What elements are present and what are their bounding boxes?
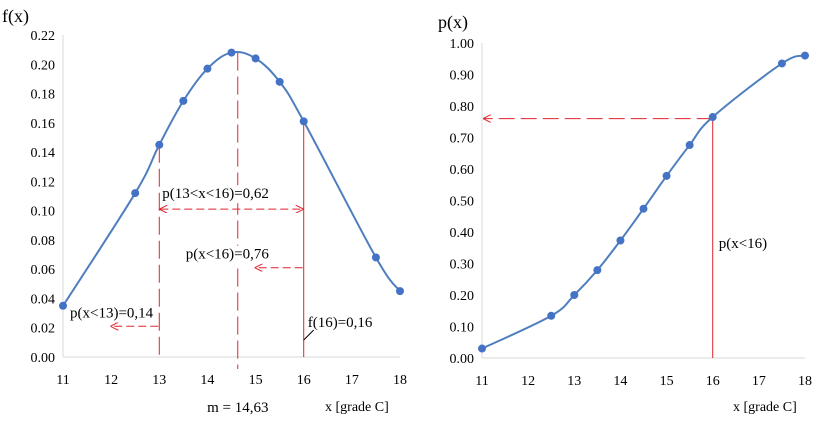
series-marker	[662, 171, 671, 180]
y-tick-label: 0.30	[450, 258, 475, 273]
x-tick-label: 17	[752, 374, 766, 389]
series-marker	[131, 189, 140, 198]
series-marker	[801, 51, 809, 60]
cumulative-series-markers	[478, 51, 809, 353]
cumulative-x-axis-title: x [grade C]	[733, 400, 797, 415]
y-tick-label: 0.18	[31, 88, 56, 103]
series-marker	[227, 48, 236, 57]
density-x-tick-labels: 11 12 13 14 15 16 17 18	[56, 373, 407, 388]
x-tick-label: 16	[297, 373, 311, 388]
series-marker	[299, 117, 308, 126]
x-tick-label: 17	[345, 373, 359, 388]
x-tick-label: 16	[706, 374, 720, 389]
series-marker	[639, 204, 648, 213]
p-lt13-label: p(x<13)=0,14	[70, 305, 154, 321]
cumulative-y-axis-title: p(x)	[438, 12, 468, 33]
y-tick-label: 0.10	[31, 205, 56, 220]
p-lt16-label-bg	[183, 245, 272, 264]
y-tick-label: 0.08	[31, 234, 56, 249]
density-x-axis-title: x [grade C]	[325, 400, 389, 415]
y-tick-label: 0.16	[31, 117, 56, 132]
density-annotations: p(13<x<16)=0,62 p(x<16)=0,76 p(x<13)=0,1…	[68, 185, 373, 416]
y-tick-label: 0.00	[450, 352, 475, 367]
p-lt13-label-bg	[68, 304, 156, 323]
f16-leader-line	[303, 329, 315, 341]
y-tick-label: 0.60	[450, 163, 475, 178]
series-marker	[179, 96, 188, 105]
cumulative-annotations: p(x<16)	[716, 234, 770, 253]
p-13-16-label-bg	[160, 185, 271, 204]
cumulative-series-line	[481, 54, 806, 350]
y-tick-label: 0.22	[31, 29, 56, 44]
series-marker	[275, 77, 284, 86]
x-tick-label: 13	[152, 373, 166, 388]
density-series-markers	[59, 48, 404, 310]
x-tick-label: 11	[475, 374, 488, 389]
y-tick-label: 0.04	[31, 292, 56, 307]
x-tick-label: 14	[200, 373, 214, 388]
series-marker	[396, 287, 404, 296]
series-marker	[570, 291, 579, 299]
y-tick-label: 0.10	[450, 321, 475, 336]
f16-label: f(16)=0,16	[308, 315, 373, 331]
y-tick-label: 0.06	[31, 263, 56, 278]
series-marker	[251, 54, 260, 63]
x-tick-label: 18	[798, 374, 812, 389]
series-marker	[371, 253, 380, 262]
x-tick-label: 18	[393, 373, 407, 388]
p-lt16-label: p(x<16)	[719, 236, 767, 252]
cumulative-chart: 0.00 0.10 0.20 0.30 0.40 0.50 0.60 0.70 0.80 0.90…	[438, 12, 812, 415]
y-tick-label: 0.20	[450, 289, 475, 304]
x-tick-label: 15	[660, 374, 674, 389]
series-marker	[616, 236, 625, 245]
y-tick-label: 0.90	[450, 69, 475, 84]
y-tick-label: 0.14	[31, 146, 56, 161]
y-tick-label: 0.80	[450, 100, 475, 115]
series-marker	[59, 301, 67, 310]
cumulative-x-tick-labels: 11 12 13 14 15 16 17 18	[475, 374, 812, 389]
series-marker	[708, 113, 717, 122]
x-tick-label: 15	[249, 373, 263, 388]
density-chart: 0.00 0.02 0.04 0.06 0.08 0.10 0.12 0.14 0.16 0.18…	[2, 6, 407, 416]
series-marker	[478, 344, 486, 353]
y-tick-label: 0.00	[31, 351, 56, 366]
x-tick-label: 11	[56, 373, 69, 388]
series-marker	[685, 141, 694, 150]
p-lt16-label: p(x<16)=0,76	[186, 247, 270, 263]
series-marker	[547, 311, 556, 320]
cumulative-axes	[481, 43, 805, 359]
p-13-16-label: p(13<x<16)=0,62	[162, 186, 269, 202]
cumulative-y-tick-labels: 0.00 0.10 0.20 0.30 0.40 0.50 0.60 0.70 0.80 0.90…	[450, 37, 475, 367]
density-reference-lines	[111, 52, 315, 369]
y-tick-label: 0.40	[450, 226, 475, 241]
series-marker	[155, 140, 164, 149]
x-tick-label: 12	[521, 374, 535, 389]
y-tick-label: 1.00	[450, 37, 475, 52]
mean-label: m = 14,63	[207, 400, 268, 416]
y-tick-label: 0.12	[31, 175, 56, 190]
series-marker	[777, 59, 786, 68]
x-tick-label: 12	[104, 373, 118, 388]
p-lt16-label-bg	[716, 234, 770, 253]
density-series-line	[62, 50, 401, 307]
x-tick-label: 14	[613, 374, 627, 389]
series-marker	[203, 64, 212, 73]
series-marker	[593, 266, 602, 275]
density-y-axis-title: f(x)	[2, 6, 29, 27]
y-tick-label: 0.50	[450, 195, 475, 210]
y-tick-label: 0.70	[450, 132, 475, 147]
y-tick-label: 0.02	[31, 322, 56, 337]
x-tick-label: 13	[567, 374, 581, 389]
cumulative-reference-lines	[484, 119, 714, 358]
density-y-tick-labels: 0.00 0.02 0.04 0.06 0.08 0.10 0.12 0.14 0.16 0.18…	[31, 29, 56, 366]
y-tick-label: 0.20	[31, 58, 56, 73]
